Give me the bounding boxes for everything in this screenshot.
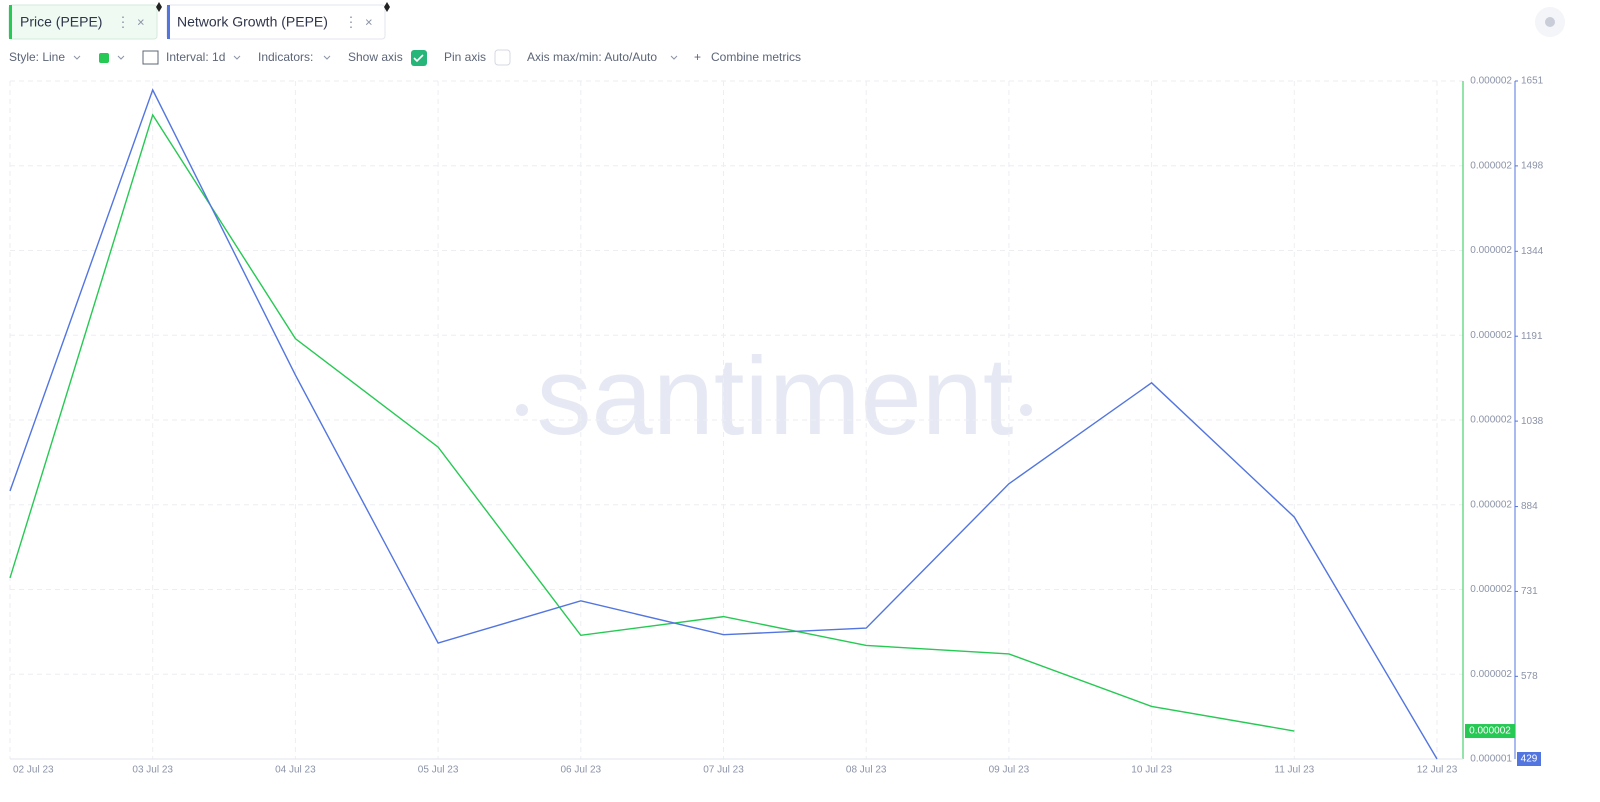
plus-icon: +: [694, 50, 701, 64]
y2-tick-label: 1498: [1521, 161, 1544, 172]
value-label: 0.000002: [1469, 726, 1511, 737]
chevron: [73, 55, 81, 60]
x-tick-label: 08 Jul 23: [846, 765, 887, 776]
calendar-icon: [142, 50, 159, 65]
y-tick-label: 0.000002: [1470, 669, 1512, 680]
y2-tick-label: 1191: [1521, 331, 1543, 342]
axis-range-control[interactable]: Axis max/min: Auto/Auto: [527, 50, 657, 64]
pin-axis-label[interactable]: Pin axis: [444, 50, 486, 64]
tab[interactable]: Network Growth (PEPE) ⋮ ×: [166, 2, 390, 40]
x-tick-label: 07 Jul 23: [703, 765, 744, 776]
check-icon: [413, 54, 424, 63]
y-tick-label: 0.000002: [1470, 330, 1512, 341]
tab[interactable]: Price (PEPE) ⋮ ×: [8, 2, 162, 40]
value-badge: [1465, 724, 1515, 739]
x-tick-label: 12 Jul 23: [1417, 765, 1458, 776]
settings-icon: [1545, 17, 1555, 27]
x-tick-label: 10 Jul 23: [1131, 765, 1172, 776]
tab-label[interactable]: Network Growth (PEPE): [177, 14, 328, 30]
pin-axis-checkbox[interactable]: [494, 49, 511, 66]
y2-tick-label: 578: [1521, 671, 1538, 682]
y-tick-label: 0.000002: [1470, 584, 1512, 595]
y2-tick-label: 884: [1521, 501, 1538, 512]
color-picker[interactable]: [99, 53, 109, 63]
svg-text:⋮: ⋮: [344, 14, 358, 30]
series-line: [9, 113, 1295, 732]
interval-control[interactable]: Interval: 1d: [166, 50, 225, 64]
style-control[interactable]: Style: Line: [9, 50, 65, 64]
y-tick-label: 0.000002: [1470, 76, 1512, 87]
y2-tick-label: 1344: [1521, 246, 1544, 257]
y2-tick-label: 1651: [1521, 76, 1544, 87]
y-tick-label: 0.000001: [1470, 754, 1512, 765]
indicators-control[interactable]: Indicators:: [258, 50, 313, 64]
y-tick-label: 0.000002: [1470, 160, 1512, 171]
svg-text:×: ×: [137, 14, 145, 29]
series-line: [9, 88, 1438, 760]
chevron: [323, 55, 331, 60]
tab-label[interactable]: Price (PEPE): [20, 14, 102, 30]
value-badge: [1517, 752, 1541, 766]
watermark-dot: [1020, 404, 1032, 416]
x-tick-label: 09 Jul 23: [989, 765, 1030, 776]
value-label: 429: [1521, 754, 1538, 765]
x-tick-label: 04 Jul 23: [275, 765, 316, 776]
plot: 02 Jul 23 03 Jul 23 04 Jul 23 05 Jul 23 06 J…: [9, 76, 1544, 776]
x-tick-label: 05 Jul 23: [418, 765, 459, 776]
x-tick-label: 11 Jul 23: [1274, 765, 1314, 776]
svg-text:×: ×: [365, 14, 373, 29]
chevron: [670, 55, 678, 60]
watermark: santiment: [537, 335, 1014, 458]
y2-tick-label: 1038: [1521, 416, 1544, 427]
y-tick-label: 0.000002: [1470, 415, 1512, 426]
show-axis-label[interactable]: Show axis: [348, 50, 403, 64]
x-tick-label: 06 Jul 23: [561, 765, 602, 776]
svg-text:⋮: ⋮: [116, 14, 130, 30]
watermark-dot: [516, 404, 528, 416]
y2-tick-label: 731: [1521, 586, 1538, 597]
combine-metrics-button[interactable]: Combine metrics: [711, 50, 801, 64]
y-tick-label: 0.000002: [1470, 245, 1512, 256]
chevron: [233, 55, 241, 60]
x-tick-label: 03 Jul 23: [132, 765, 173, 776]
chevron: [117, 55, 125, 60]
y-tick-label: 0.000002: [1470, 499, 1512, 510]
x-tick-label: 02 Jul 23: [13, 765, 54, 776]
